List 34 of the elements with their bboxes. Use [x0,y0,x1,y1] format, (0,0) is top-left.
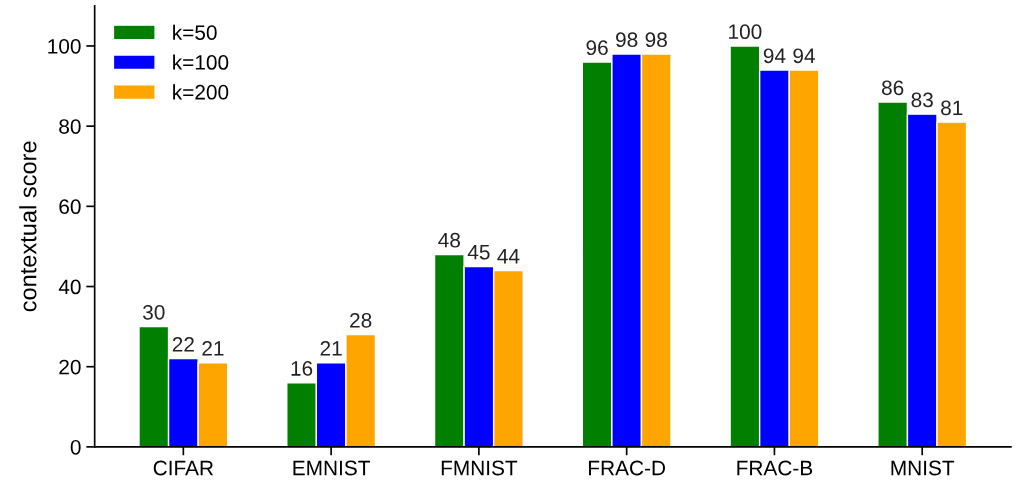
x-tick-label: FRAC-D [589,460,666,476]
data-label: 22 [172,337,194,352]
x-tick-label: CIFAR [153,460,214,476]
data-label: 96 [586,40,608,56]
data-label: 98 [645,32,667,48]
data-label: 30 [142,304,165,320]
y-tick-label: 40 [58,279,81,295]
data-label: 83 [911,92,933,108]
data-label: 21 [320,341,342,356]
data-label: 100 [729,24,762,40]
data-label: 81 [941,100,963,116]
x-tick-label: FRAC-B [737,460,813,476]
legend-label: k=100 [173,54,229,70]
y-tick-label: 20 [59,359,81,375]
data-label: 21 [202,341,224,356]
data-label: 98 [616,32,638,48]
x-tick-label: MNIST [891,460,955,476]
data-label: 45 [467,245,490,260]
y-tick-label: 80 [59,119,81,134]
x-tick-label: EMNIST [293,460,370,476]
y-axis-title: contextual score [19,141,37,312]
legend-label: k=200 [173,84,229,100]
y-tick-label: 100 [48,38,81,54]
data-label: 94 [793,48,815,64]
data-label: 48 [438,232,461,248]
data-label: 28 [350,312,372,328]
data-label: 86 [881,80,904,96]
x-tick-label: FMNIST [441,460,518,476]
data-label: 94 [763,48,786,64]
y-tick-label: 0 [70,439,81,455]
legend-label: k=50 [173,24,217,40]
data-label: 44 [497,249,520,264]
data-label: 16 [291,361,313,376]
y-tick-label: 60 [59,199,81,215]
